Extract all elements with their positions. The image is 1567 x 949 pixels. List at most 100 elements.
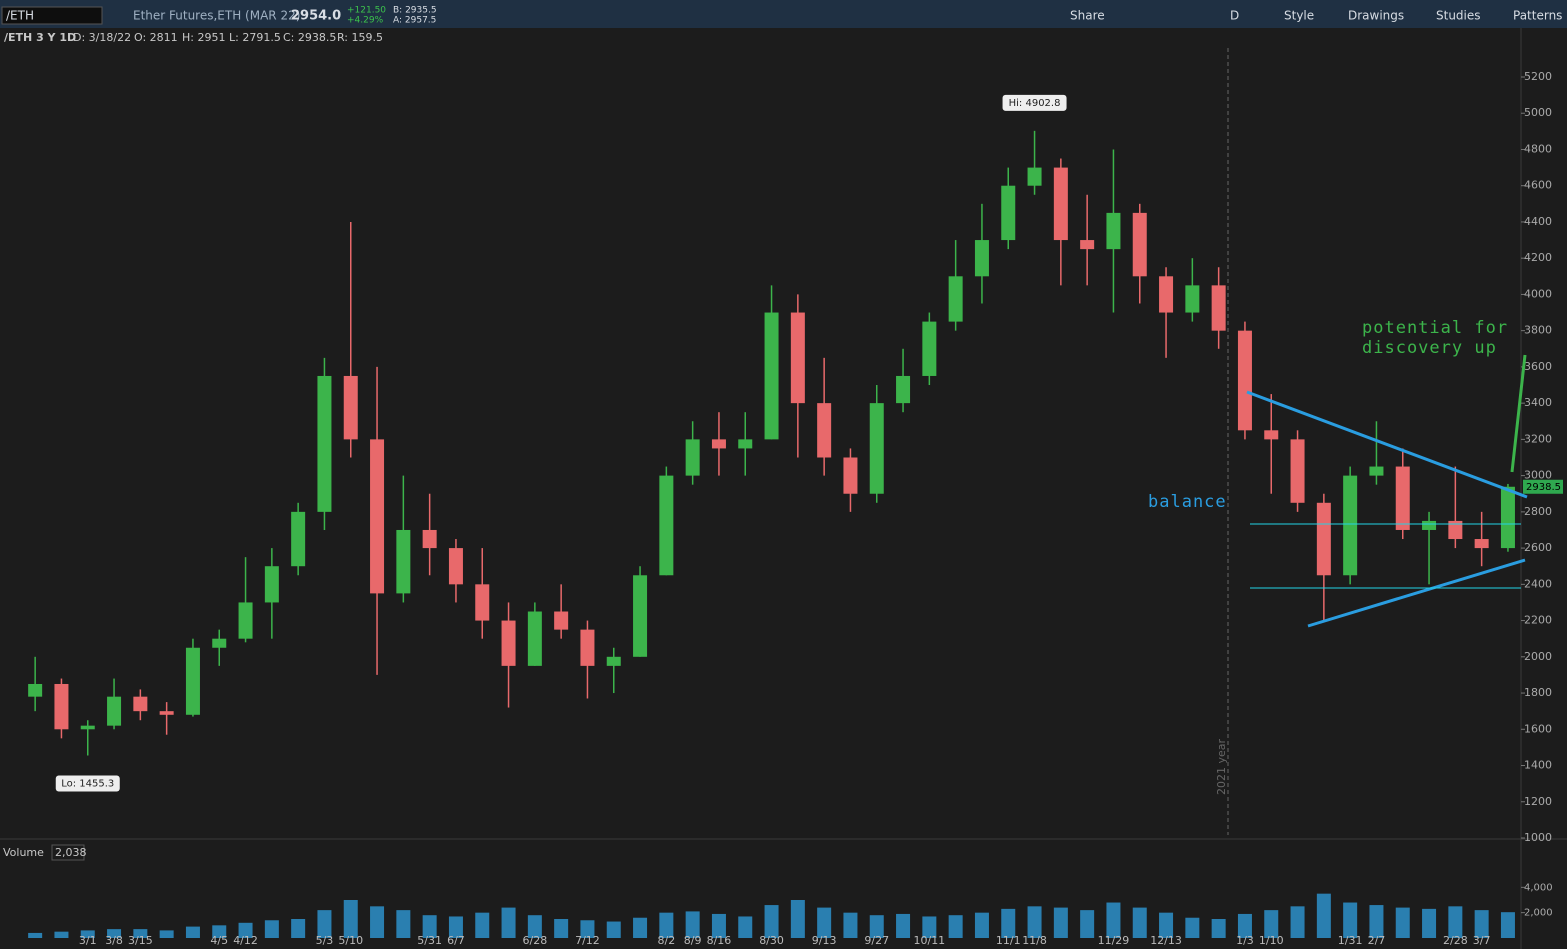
candle-body bbox=[475, 584, 490, 621]
candle-body bbox=[80, 725, 95, 730]
style-button[interactable]: Style bbox=[1284, 9, 1314, 23]
candle-body bbox=[1290, 439, 1305, 503]
volume-bar bbox=[685, 911, 700, 938]
volume-bar bbox=[448, 916, 463, 938]
info-item: R: 159.5 bbox=[337, 31, 383, 44]
candle-body bbox=[1422, 520, 1437, 530]
symbol[interactable]: /ETH bbox=[6, 9, 34, 23]
volume-title: Volume bbox=[3, 846, 44, 859]
info-item: D: 3/18/22 bbox=[73, 31, 131, 44]
candle-body bbox=[133, 696, 148, 712]
studies-button[interactable]: Studies bbox=[1436, 9, 1481, 23]
volume-bar bbox=[1395, 907, 1410, 938]
volume-bar bbox=[1027, 906, 1042, 938]
volume-bar bbox=[238, 922, 253, 938]
candle-body bbox=[1001, 185, 1016, 241]
candle-body bbox=[580, 629, 595, 666]
candle-body bbox=[922, 321, 937, 376]
volume-bar bbox=[1343, 902, 1358, 938]
candle-body bbox=[764, 312, 779, 440]
candle-body bbox=[1343, 475, 1358, 576]
x-tick-label: 9/27 bbox=[864, 934, 889, 947]
y-tick-label: 3800 bbox=[1524, 324, 1552, 337]
candle-body bbox=[1185, 285, 1200, 313]
volume-bar bbox=[317, 910, 332, 938]
volume-bar bbox=[1159, 912, 1174, 938]
patterns-button[interactable]: Patterns bbox=[1513, 9, 1562, 23]
note-potential: discovery up bbox=[1362, 338, 1497, 358]
candle-body bbox=[790, 312, 805, 404]
volume-bar bbox=[606, 921, 621, 938]
volume-bar bbox=[711, 913, 726, 938]
timeframe-button[interactable]: D bbox=[1230, 9, 1239, 23]
y-tick-label: 3200 bbox=[1524, 432, 1552, 445]
volume-bar bbox=[291, 919, 306, 938]
y-tick-label: 1400 bbox=[1524, 759, 1552, 772]
trend-line bbox=[1307, 558, 1526, 628]
y-tick-label: 4000 bbox=[1524, 287, 1552, 300]
volume-bar bbox=[1080, 910, 1095, 938]
y-tick-label: 1600 bbox=[1524, 722, 1552, 735]
candle-body bbox=[1132, 212, 1147, 277]
volume-bar bbox=[764, 905, 779, 938]
x-tick-label: 7/12 bbox=[575, 934, 600, 947]
volume-bar bbox=[1264, 910, 1279, 938]
candle-body bbox=[869, 403, 884, 494]
volume-bar bbox=[659, 912, 674, 938]
y-tick-label: 1800 bbox=[1524, 686, 1552, 699]
volume-bar bbox=[738, 916, 753, 938]
candle-body bbox=[238, 602, 253, 639]
volume-bar bbox=[974, 912, 989, 938]
info-item: H: 2951 bbox=[182, 31, 225, 44]
last-price: 2954.0 bbox=[291, 9, 341, 24]
projection-line bbox=[1510, 354, 1527, 473]
symbol-box[interactable] bbox=[1, 6, 103, 25]
y-tick-label: 2400 bbox=[1524, 577, 1552, 590]
change: +121.50 bbox=[347, 6, 386, 16]
candle-body bbox=[185, 647, 200, 715]
volume-bar bbox=[501, 907, 516, 938]
y-tick-label: 5000 bbox=[1524, 106, 1552, 119]
volume-bar bbox=[475, 912, 490, 938]
candle-body bbox=[738, 439, 753, 449]
volume-bar bbox=[633, 917, 648, 938]
x-tick-label: 4/12 bbox=[233, 934, 258, 947]
candle-body bbox=[422, 529, 437, 549]
volume-bar bbox=[133, 929, 148, 938]
x-tick-label: 12/13 bbox=[1150, 934, 1182, 947]
candle-body bbox=[448, 548, 463, 585]
y-tick-label: 2800 bbox=[1524, 505, 1552, 518]
x-tick-label: 3/1 bbox=[79, 934, 97, 947]
volume-bar bbox=[1448, 906, 1463, 938]
x-tick-label: 11/8 bbox=[1022, 934, 1047, 947]
x-tick-label: 1/10 bbox=[1259, 934, 1284, 947]
candle-body bbox=[107, 696, 122, 726]
x-tick-label: 5/31 bbox=[417, 934, 442, 947]
y-tick-label: 5200 bbox=[1524, 70, 1552, 83]
candle-body bbox=[212, 638, 227, 648]
volume-bar bbox=[1132, 907, 1147, 938]
x-tick-label: 8/30 bbox=[759, 934, 784, 947]
y-tick-label: 1000 bbox=[1524, 831, 1552, 844]
note-potential: potential for bbox=[1362, 318, 1508, 338]
y-tick-label: 2000 bbox=[1524, 650, 1552, 663]
candle-body bbox=[817, 403, 832, 458]
volume-bar bbox=[370, 906, 385, 938]
volume-bar bbox=[343, 900, 358, 938]
toolbar: /ETH Ether Futures,ETH (MAR 22) 2954.0 +… bbox=[0, 0, 1567, 28]
drawings-button[interactable]: Drawings bbox=[1348, 9, 1404, 23]
last-price-label: 2938.5 bbox=[1526, 482, 1561, 493]
volume-bar bbox=[1237, 913, 1252, 938]
volume-bar bbox=[790, 900, 805, 938]
volume-bar bbox=[1185, 917, 1200, 938]
trend-line bbox=[1246, 390, 1528, 499]
candle-body bbox=[501, 620, 516, 666]
y-tick-label: 3600 bbox=[1524, 360, 1552, 373]
volume-bar bbox=[1290, 906, 1305, 938]
volume-bar bbox=[1001, 908, 1016, 938]
ask: A: 2957.5 bbox=[393, 16, 436, 26]
share-button[interactable]: Share bbox=[1070, 9, 1105, 23]
candle-body bbox=[527, 611, 542, 666]
annotation-label: Hi: 4902.8 bbox=[1009, 98, 1061, 109]
